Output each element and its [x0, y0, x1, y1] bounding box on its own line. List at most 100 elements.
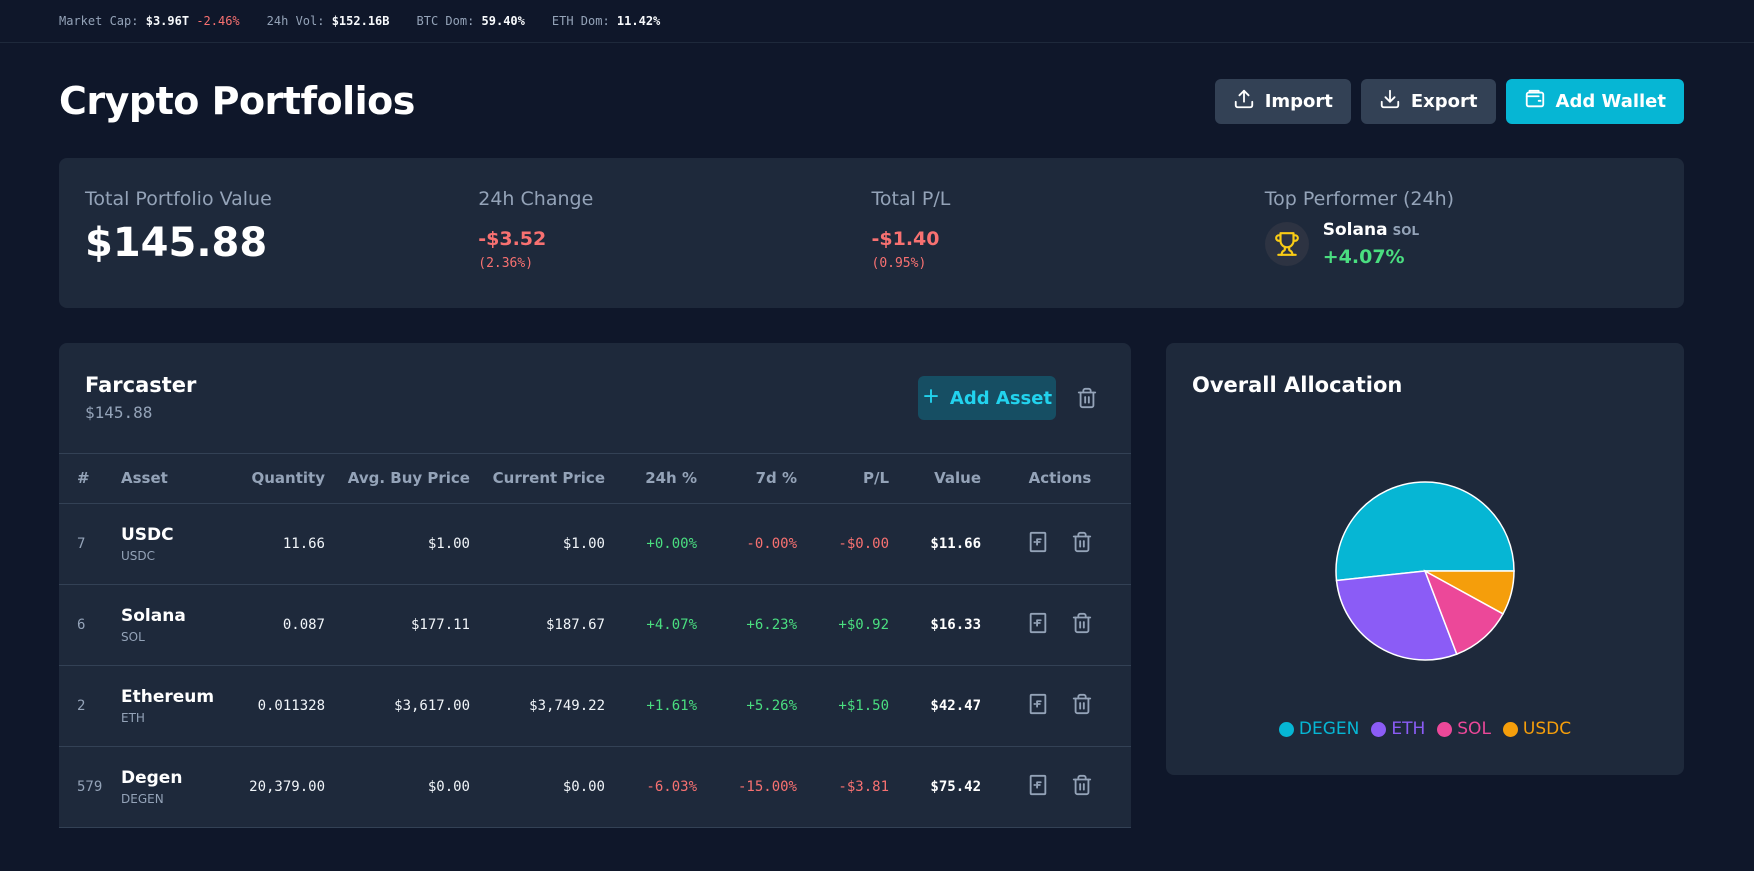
change-24h-pct: (2.36%) — [478, 256, 534, 271]
col-actions: Actions — [989, 454, 1131, 504]
eth-dominance-label: ETH Dom: — [551, 14, 610, 28]
col-pl[interactable]: P/L — [805, 454, 897, 504]
volume-label: 24h Vol: — [266, 14, 325, 28]
trash-icon — [1076, 387, 1098, 413]
change-24h-stat: 24h Change -$3.52 (2.36%) — [478, 188, 871, 278]
market-cap-label: Market Cap: — [59, 14, 139, 28]
market-cap-change: -2.46% — [196, 14, 240, 28]
asset-pl: +$0.92 — [805, 584, 897, 666]
col-rank[interactable]: # — [59, 454, 113, 504]
asset-current-price: $3,749.22 — [478, 665, 613, 747]
wallet-icon — [1524, 88, 1546, 115]
total-value: $145.88 — [85, 220, 268, 266]
pie-slice-degen[interactable] — [1335, 481, 1515, 582]
edit-asset-icon[interactable] — [1027, 531, 1049, 553]
allocation-pie-chart — [1335, 481, 1515, 661]
trophy-icon — [1264, 222, 1309, 266]
edit-asset-icon[interactable] — [1027, 693, 1049, 715]
legend-label: SOL — [1457, 719, 1491, 739]
legend-item-degen[interactable]: DEGEN — [1278, 719, 1359, 739]
asset-24h-pct: +0.00% — [613, 503, 705, 585]
table-row[interactable]: 7 USDC USDC 11.66 $1.00 $1.00 +0.00% -0.00% -$0.… — [59, 503, 1131, 585]
add-asset-button[interactable]: Add Asset — [918, 376, 1056, 420]
delete-portfolio-button[interactable] — [1076, 387, 1098, 413]
delete-asset-icon[interactable] — [1071, 774, 1093, 796]
import-label: Import — [1264, 90, 1333, 112]
import-button[interactable]: Import — [1214, 78, 1351, 124]
asset-cell: Solana SOL — [113, 584, 223, 666]
edit-asset-icon[interactable] — [1027, 612, 1049, 634]
asset-quantity: 20,379.00 — [223, 746, 333, 828]
asset-cell: Degen DEGEN — [113, 746, 223, 828]
legend-label: USDC — [1522, 719, 1572, 739]
table-row[interactable]: 579 Degen DEGEN 20,379.00 $0.00 $0.00 -6.03% -1… — [59, 746, 1131, 828]
asset-symbol: USDC — [121, 548, 156, 563]
legend-item-sol[interactable]: SOL — [1437, 719, 1491, 739]
col-24h[interactable]: 24h % — [613, 454, 705, 504]
top-performer-pct: +4.07% — [1322, 246, 1405, 268]
col-avg-buy[interactable]: Avg. Buy Price — [333, 454, 478, 504]
add-wallet-label: Add Wallet — [1555, 90, 1666, 112]
volume-stat: 24h Vol: $152.16B — [267, 14, 390, 28]
asset-pl: +$1.50 — [805, 665, 897, 747]
add-asset-label: Add Asset — [949, 387, 1053, 409]
asset-rank: 6 — [59, 584, 113, 666]
btc-dominance-value: 59.40% — [481, 14, 525, 28]
asset-avg-buy: $0.00 — [333, 746, 478, 828]
total-pl-label: Total P/L — [871, 188, 951, 210]
col-7d[interactable]: 7d % — [705, 454, 805, 504]
asset-value: $16.33 — [897, 584, 989, 666]
pie-slice-eth[interactable] — [1335, 570, 1458, 661]
portfolio-card: Farcaster $145.88 Add Asset # Asset Quan… — [59, 343, 1131, 828]
asset-avg-buy: $177.11 — [333, 584, 478, 666]
delete-asset-icon[interactable] — [1071, 612, 1093, 634]
legend-item-eth[interactable]: ETH — [1371, 719, 1425, 739]
asset-quantity: 0.087 — [223, 584, 333, 666]
asset-current-price: $1.00 — [478, 503, 613, 585]
allocation-card: Overall Allocation DEGEN ETH SOL USDC — [1166, 343, 1684, 775]
asset-name: USDC — [121, 524, 174, 545]
export-button[interactable]: Export — [1360, 78, 1496, 124]
upload-icon — [1233, 88, 1255, 115]
asset-cell: Ethereum ETH — [113, 665, 223, 747]
table-header-row: # Asset Quantity Avg. Buy Price Current … — [59, 454, 1131, 504]
portfolio-summary-card: Total Portfolio Value $145.88 24h Change… — [59, 158, 1684, 308]
asset-24h-pct: +4.07% — [613, 584, 705, 666]
add-wallet-button[interactable]: Add Wallet — [1505, 78, 1684, 124]
asset-7d-pct: +5.26% — [705, 665, 805, 747]
delete-asset-icon[interactable] — [1071, 531, 1093, 553]
edit-asset-icon[interactable] — [1027, 774, 1049, 796]
top-performer-label: Top Performer (24h) — [1264, 188, 1455, 210]
col-asset[interactable]: Asset — [113, 454, 223, 504]
table-row[interactable]: 6 Solana SOL 0.087 $177.11 $187.67 +4.07% +6.23… — [59, 584, 1131, 666]
market-cap-stat: Market Cap: $3.96T -2.46% — [59, 14, 240, 28]
header-actions: Import Export Add Wallet — [1214, 78, 1684, 124]
change-24h-value: -$3.52 — [478, 228, 547, 250]
asset-symbol: DEGEN — [121, 791, 164, 806]
table-row[interactable]: 2 Ethereum ETH 0.011328 $3,617.00 $3,749.22 +1… — [59, 665, 1131, 747]
asset-symbol: ETH — [121, 710, 145, 725]
asset-symbol: SOL — [121, 629, 145, 644]
asset-value: $75.42 — [897, 746, 989, 828]
top-performer-stat: Top Performer (24h) Solana SOL +4.07% — [1264, 188, 1658, 278]
col-value[interactable]: Value — [897, 454, 989, 504]
eth-dominance-stat: ETH Dom: 11.42% — [552, 14, 660, 28]
asset-7d-pct: -0.00% — [705, 503, 805, 585]
col-current-price[interactable]: Current Price — [478, 454, 613, 504]
asset-name: Ethereum — [121, 686, 215, 707]
delete-asset-icon[interactable] — [1071, 693, 1093, 715]
btc-dominance-label: BTC Dom: — [416, 14, 475, 28]
export-label: Export — [1410, 90, 1478, 112]
asset-24h-pct: -6.03% — [613, 746, 705, 828]
market-cap-value: $3.96T — [145, 14, 190, 28]
legend-dot — [1502, 721, 1518, 737]
legend-item-usdc[interactable]: USDC — [1502, 719, 1572, 739]
asset-pl: -$3.81 — [805, 746, 897, 828]
asset-7d-pct: +6.23% — [705, 584, 805, 666]
legend-dot — [1437, 721, 1453, 737]
total-value-label: Total Portfolio Value — [85, 188, 272, 210]
legend-label: ETH — [1391, 719, 1426, 739]
pie-slice-usdc[interactable] — [1424, 570, 1515, 615]
eth-dominance-value: 11.42% — [616, 14, 661, 28]
col-quantity[interactable]: Quantity — [223, 454, 333, 504]
